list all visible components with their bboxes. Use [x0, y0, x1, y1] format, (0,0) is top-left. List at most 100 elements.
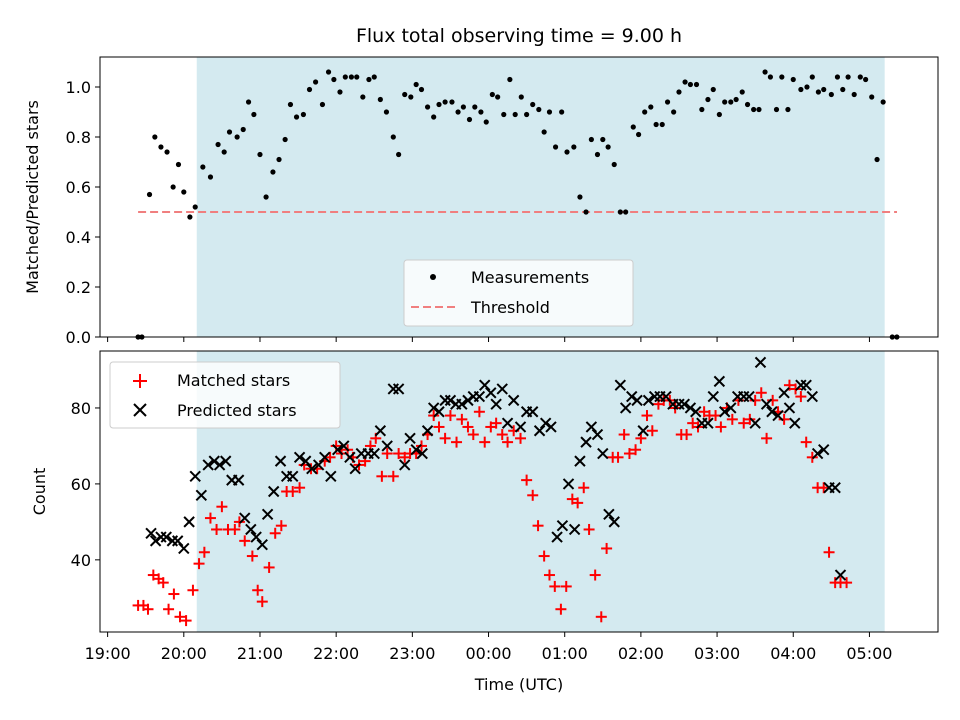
predicted-star-point: [603, 508, 615, 520]
measurement-point: [851, 91, 857, 98]
measurement-point: [571, 144, 577, 150]
measurement-point: [226, 129, 233, 135]
matched-star-point: [479, 436, 491, 448]
measurement-point: [257, 151, 263, 158]
count-y-tick-label: 80: [71, 399, 91, 418]
measurement-point: [408, 94, 414, 100]
matched-star-point: [710, 410, 722, 422]
matched-star-point: [795, 391, 807, 403]
measurement-point: [175, 161, 182, 168]
matched-star-point: [467, 429, 479, 441]
predicted-star-point: [232, 474, 245, 486]
measurement-point: [325, 69, 332, 75]
predicted-star-point: [256, 538, 268, 551]
measurement-point: [682, 79, 688, 85]
measurement-points: [135, 69, 900, 340]
measurement-point: [804, 84, 810, 90]
ratio-y-axis-label: Matched/Predicted stars: [23, 100, 42, 294]
matched-star-point: [428, 410, 440, 422]
measurement-point: [524, 111, 530, 118]
ratio-y-ticks: 0.0 0.2 0.4 0.6 0.8 1.0: [66, 78, 100, 347]
matched-star-point: [521, 474, 533, 486]
measurement-point: [449, 99, 455, 105]
matched-star-point: [204, 512, 216, 524]
predicted-star-point: [160, 531, 172, 543]
measurement-point: [756, 106, 762, 113]
predicted-star-point: [319, 451, 331, 464]
measurement-point: [170, 184, 176, 190]
measurement-point: [600, 136, 606, 143]
predicted-star-point: [456, 398, 468, 410]
measurement-point: [845, 74, 851, 80]
measurement-point: [630, 124, 636, 130]
matched-star-point: [641, 410, 653, 422]
measurement-point: [245, 99, 252, 105]
predicted-star-point: [261, 508, 274, 520]
measurement-point: [815, 89, 821, 95]
predicted-star-point: [250, 531, 262, 543]
predicted-star-point: [806, 390, 819, 403]
measurement-point: [728, 99, 734, 105]
predicted-star-point: [421, 425, 434, 437]
measurement-point: [207, 174, 214, 180]
predicted-star-point: [473, 390, 486, 403]
measurement-point: [319, 101, 326, 108]
predicted-star-point: [331, 444, 344, 456]
measurement-point: [863, 76, 869, 83]
matched-star-point: [387, 470, 399, 482]
predicted-star-point: [614, 379, 627, 391]
measurement-point: [306, 86, 313, 93]
count-y-tick-label: 40: [71, 551, 91, 570]
matched-star-point: [578, 482, 590, 494]
matched-star-point: [538, 550, 550, 562]
legend-measurements-label: Measurements: [471, 268, 589, 287]
matched-star-point: [246, 550, 258, 562]
measurement-point: [798, 86, 804, 93]
measurement-point: [653, 121, 659, 128]
measurement-point: [215, 141, 221, 148]
matched-star-point: [294, 482, 306, 494]
measurement-point: [164, 149, 170, 155]
predicted-star-point: [772, 409, 784, 422]
measurement-point: [240, 126, 246, 133]
predicted-star-point: [580, 436, 592, 448]
count-y-axis-label: Count: [30, 468, 49, 516]
predicted-star-point: [145, 527, 157, 539]
predicted-star-point: [267, 485, 280, 498]
legend-measurements-marker: [430, 274, 436, 280]
measurement-point: [507, 76, 513, 83]
measurement-point: [337, 89, 343, 95]
predicted-star-point: [299, 455, 312, 467]
measurement-point: [821, 86, 827, 93]
predicted-star-point: [702, 417, 714, 429]
matched-star-point: [473, 406, 485, 418]
predicted-star-point: [245, 523, 257, 536]
count-x-tick-label: 23:00: [389, 644, 435, 663]
measurement-point: [687, 81, 694, 88]
measurement-point: [152, 134, 158, 140]
measurement-point: [559, 109, 565, 115]
measurement-point: [552, 144, 559, 150]
predicted-star-point: [195, 489, 208, 502]
predicted-star-point: [539, 417, 552, 429]
predicted-star-point: [690, 406, 702, 418]
predicted-star-point: [800, 379, 812, 391]
ratio-y-tick-label: 0.6: [66, 178, 91, 197]
measurement-point: [744, 101, 751, 108]
count-x-tick-label: 03:00: [694, 644, 740, 663]
predicted-star-point: [713, 375, 726, 388]
matched-star-point: [376, 470, 388, 482]
matched-star-point: [157, 577, 169, 589]
predicted-star-point: [374, 425, 387, 437]
measurement-point: [583, 209, 589, 215]
measurement-point: [431, 114, 437, 120]
predicted-star-point: [306, 463, 318, 475]
matched-star-point: [555, 603, 567, 615]
predicted-star-point: [608, 516, 620, 528]
predicted-star-point: [626, 390, 638, 403]
predicted-star-point: [287, 470, 299, 483]
matched-star-point: [444, 410, 456, 422]
matched-star-point: [623, 448, 635, 460]
predicted-star-point: [829, 481, 841, 494]
predicted-star-point: [597, 447, 609, 460]
